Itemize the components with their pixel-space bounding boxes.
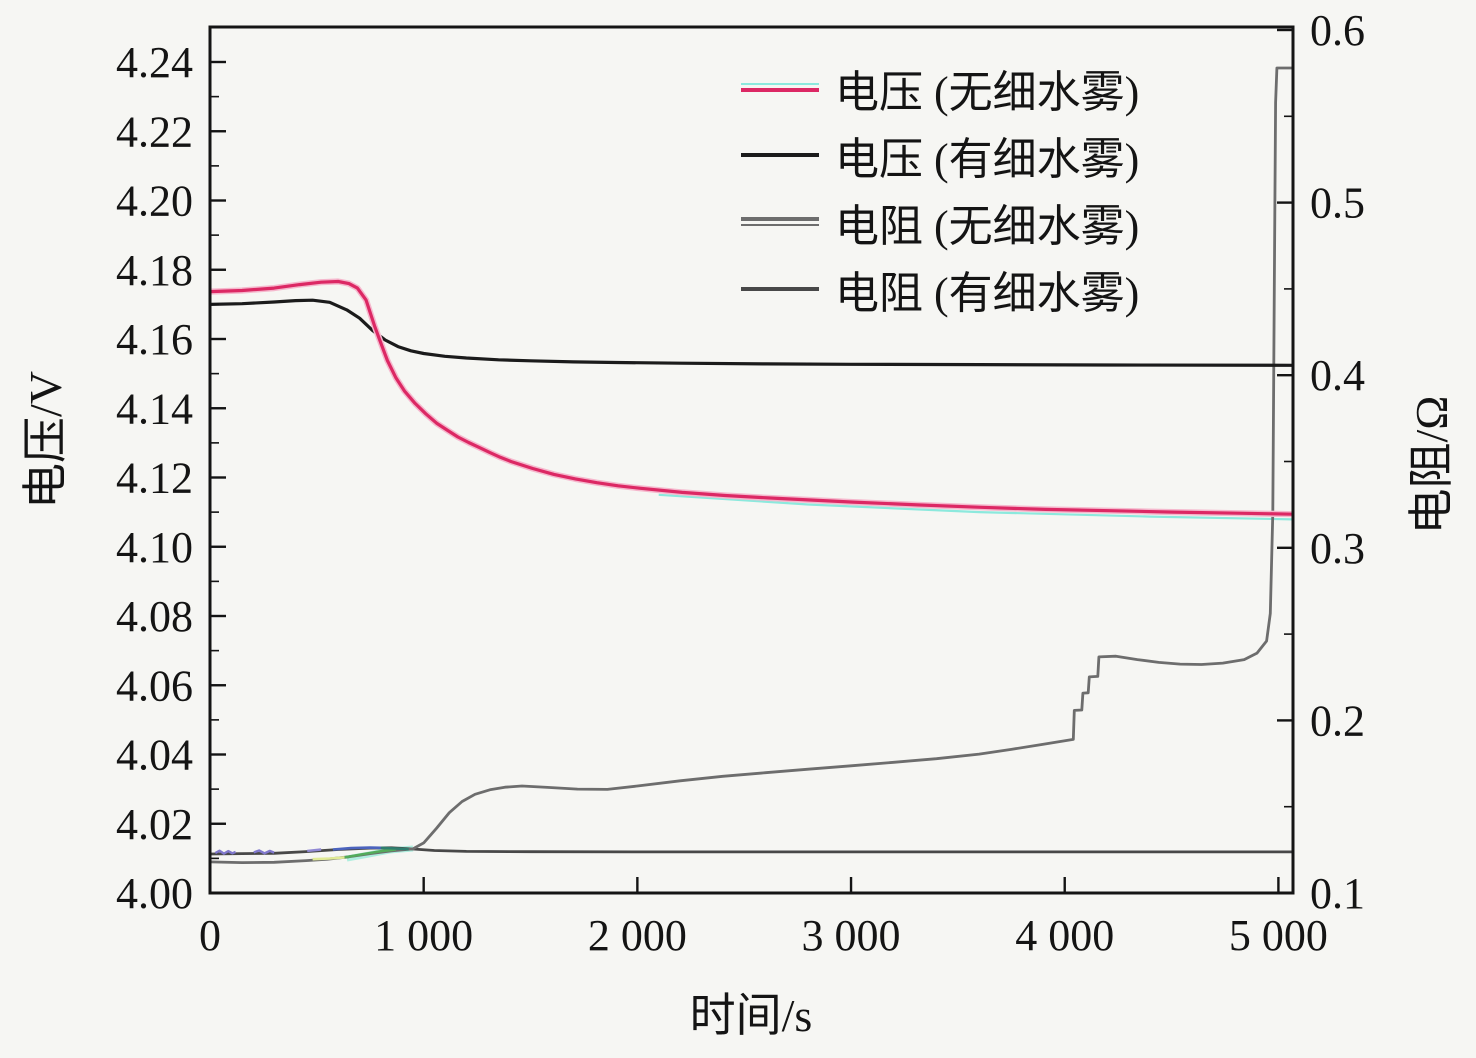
left-tick-label: 4.22	[116, 107, 193, 156]
legend-swatch-fringe	[741, 83, 819, 85]
series-line-noise-purple-2	[253, 849, 275, 855]
series-line-noise-green	[344, 848, 397, 859]
right-axis-title: 电阻/Ω	[1406, 395, 1457, 535]
legend-item-label: 电阻 (有细水雾)	[835, 268, 1140, 318]
left-tick-label: 4.20	[116, 177, 193, 226]
legend-item: 电压 (有细水雾)	[741, 121, 1139, 188]
left-tick-label: 4.08	[116, 592, 193, 641]
series-line-noise-purple-1	[214, 849, 237, 855]
series-line-noise-blue	[332, 846, 381, 851]
legend-swatch-line	[741, 286, 819, 291]
right-tick-label: 0.5	[1310, 179, 1365, 228]
legend-item: 电阻 (无细水雾)	[741, 188, 1139, 255]
left-tick-label: 4.06	[116, 661, 193, 710]
legend-line-swatch-voltage-mist	[741, 152, 819, 157]
x-tick-label: 5 000	[1229, 911, 1328, 960]
left-tick-label: 4.04	[116, 731, 193, 780]
x-tick-label: 2 000	[588, 911, 687, 960]
x-tick-label: 3 000	[802, 911, 901, 960]
left-axis-title: 电压/V	[20, 371, 71, 509]
legend-swatch-line	[741, 224, 819, 226]
legend-item-label: 电压 (有细水雾)	[835, 134, 1140, 184]
series-line-noise-teal	[380, 846, 409, 851]
legend-line-swatch-resistance-no-mist	[741, 217, 819, 226]
x-tick-label: 4 000	[1015, 911, 1114, 960]
x-tick-label: 0	[199, 911, 221, 960]
series-line-noise-cyan-under-red	[658, 493, 1293, 521]
legend: 电压 (无细水雾) 电压 (有细水雾) 电阻 (无细水雾) 电阻 (有细水雾)	[741, 54, 1139, 322]
legend-swatch-line	[741, 217, 819, 221]
plot-frame	[208, 25, 1295, 895]
axis-ticks	[208, 28, 1293, 895]
legend-swatch-line	[741, 152, 819, 157]
legend-item-label: 电阻 (无细水雾)	[835, 201, 1140, 251]
x-tick-label: 1 000	[374, 911, 473, 960]
curves-layer	[210, 66, 1293, 864]
legend-item: 电压 (无细水雾)	[741, 54, 1139, 121]
left-tick-label: 4.16	[116, 315, 193, 364]
right-tick-label: 0.6	[1310, 6, 1365, 55]
series-line-noise-yellow	[312, 856, 345, 861]
left-tick-label: 4.24	[116, 38, 193, 87]
legend-swatch-line	[741, 88, 819, 92]
left-tick-label: 4.02	[116, 800, 193, 849]
right-tick-label: 0.4	[1310, 351, 1365, 400]
series-line-电阻 (无细水雾)	[210, 66, 1293, 864]
legend-item-label: 电压 (无细水雾)	[835, 67, 1140, 117]
series-line-noise-purple-3	[307, 848, 322, 853]
series-line-电压 (无细水雾)	[210, 279, 1293, 516]
x-axis-title: 时间/s	[689, 990, 813, 1041]
left-tick-label: 4.00	[116, 869, 193, 918]
axis-minor-ticks	[210, 95, 1293, 860]
legend-item: 电阻 (有细水雾)	[741, 255, 1139, 322]
right-tick-label: 0.3	[1310, 524, 1365, 573]
left-tick-label: 4.18	[116, 246, 193, 295]
series-line-电压 (有细水雾)	[210, 298, 1293, 367]
right-tick-label: 0.2	[1310, 696, 1365, 745]
legend-line-swatch-voltage-no-mist	[741, 83, 819, 92]
left-tick-label: 4.10	[116, 523, 193, 572]
right-tick-label: 0.1	[1310, 869, 1365, 918]
legend-line-swatch-resistance-mist	[741, 286, 819, 291]
left-tick-label: 4.14	[116, 384, 193, 433]
left-tick-label: 4.12	[116, 454, 193, 503]
